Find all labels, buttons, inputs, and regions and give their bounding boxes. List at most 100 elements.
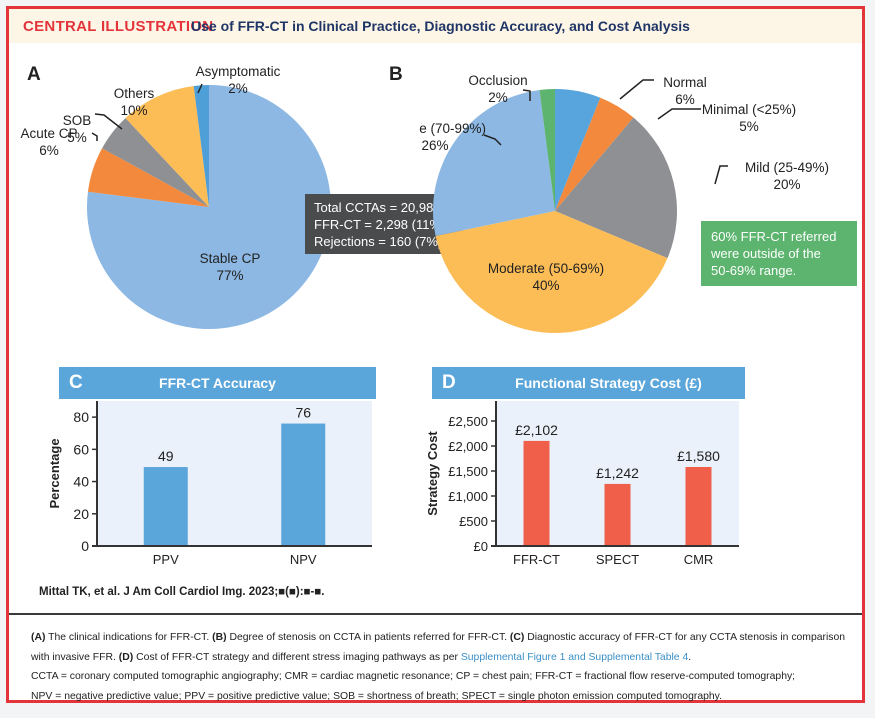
- bar-chart-accuracy: 49 PPV 76 NPV 0 20 40 60 80 Percentage: [47, 401, 372, 567]
- pie-slice-normal: [555, 89, 601, 211]
- slice-value-sob: 5%: [67, 130, 87, 145]
- citation: Mittal TK, et al. J Am Coll Cardiol Img.…: [39, 586, 325, 598]
- y-tick-label: £1,000: [448, 489, 488, 504]
- pie-slice-stable-cp: [87, 85, 331, 330]
- y-tick-label: 20: [73, 506, 89, 522]
- bar-ppv: [143, 467, 188, 546]
- divider: [9, 613, 862, 615]
- pie-slice-severe-70-99: [433, 89, 555, 236]
- panel-c-title: FFR-CT Accuracy: [159, 375, 276, 391]
- note-line: were outside of the: [711, 246, 821, 261]
- slice-value-minimal-25: 5%: [739, 119, 759, 134]
- panel-d-header: D Functional Strategy Cost (£): [432, 367, 745, 399]
- legend-text-d: Cost of FFR-CT strategy and different st…: [133, 651, 461, 663]
- panel-d-title: Functional Strategy Cost (£): [515, 375, 702, 391]
- slice-label-sob: SOB: [63, 113, 92, 128]
- pie-chart-stenosis: Normal 6% Minimal (<25%) 5% Mild (25-49%) 20%…: [419, 73, 829, 333]
- slice-label-minimal-25: Minimal (<25%): [702, 102, 796, 117]
- leader-line-minimal-25: [657, 108, 701, 120]
- figure-legend: (A) The clinical indications for FFR-CT.…: [31, 628, 851, 706]
- slice-label-normal: Normal: [663, 75, 707, 90]
- leader-line-mild-25-49: [714, 165, 728, 185]
- pie-slice-asymptomatic: [193, 85, 209, 207]
- leader-line-acute-cp: [91, 132, 98, 141]
- slice-value-moderate-50-69: 40%: [532, 278, 559, 293]
- slice-label-occlusion: Occlusion: [468, 73, 527, 88]
- bar-npv: [281, 423, 326, 546]
- legend-tag-b: (B): [212, 632, 227, 643]
- pie-slice-occlusion: [539, 89, 555, 211]
- note-line: 50-69% range.: [711, 263, 797, 278]
- x-tick-label: SPECT: [596, 552, 639, 567]
- legend-text-c: Diagnostic accuracy of FFR-CT for any CC…: [31, 632, 846, 663]
- panel-c-letter: C: [69, 372, 83, 393]
- y-tick-label: 80: [73, 409, 89, 425]
- slice-value-asymptomatic: 2%: [228, 81, 248, 96]
- summary-line: Rejections = 160 (7%): [314, 234, 443, 249]
- slice-value-others: 10%: [120, 103, 147, 118]
- legend-text-a: The clinical indications for FFR-CT.: [45, 632, 213, 643]
- slice-value-mild-25-49: 20%: [773, 177, 800, 192]
- slice-value-acute-cp: 6%: [39, 143, 59, 158]
- slice-value-severe-70-99: 26%: [421, 138, 448, 153]
- x-tick-label: FFR-CT: [513, 552, 560, 567]
- bar-value-label: £1,242: [596, 465, 639, 481]
- slice-label-stable-cp: Stable CP: [200, 251, 261, 266]
- slice-label-moderate-50-69: Moderate (50-69%): [488, 261, 604, 276]
- slice-value-occlusion: 2%: [488, 90, 508, 105]
- y-tick-label: £2,500: [448, 414, 488, 429]
- leader-line-asymptomatic: [197, 83, 203, 94]
- pie-slice-others: [125, 85, 209, 207]
- central-illustration-frame: CENTRAL ILLUSTRATION Use of FFR-CT in Cl…: [6, 6, 865, 703]
- stenosis-note-box: 60% FFR-CT referred were outside of the …: [701, 221, 857, 286]
- supplemental-link[interactable]: Supplemental Figure 1 and Supplemental T…: [460, 651, 689, 663]
- legend-tag-c: (C): [509, 632, 525, 643]
- y-tick-label: 60: [73, 441, 89, 457]
- legend-tag-d: (D): [118, 651, 134, 663]
- slice-label-asymptomatic: Asymptomatic: [196, 64, 281, 79]
- leader-line-sob: [94, 113, 123, 130]
- x-tick-label: PPV: [153, 552, 179, 567]
- legend-period: .: [688, 651, 692, 663]
- panel-c-header: C FFR-CT Accuracy: [59, 367, 376, 399]
- y-axis-label: Strategy Cost: [425, 431, 440, 516]
- y-tick-label: 40: [73, 474, 89, 490]
- bar-chart-cost: £2,102 FFR-CT £1,242 SPECT £1,580 CMR £0 £500 £1…: [425, 401, 739, 567]
- y-axis-label: Percentage: [47, 438, 62, 508]
- bar-value-label: 49: [158, 448, 174, 464]
- summary-line: FFR-CT = 2,298 (11%): [314, 217, 446, 232]
- bar-cmr: [685, 467, 712, 546]
- slice-label-others: Others: [114, 86, 155, 101]
- bar-spect: [604, 483, 631, 546]
- panel-a-letter: A: [27, 64, 41, 85]
- y-tick-label: £500: [459, 514, 488, 529]
- y-tick-label: £1,500: [448, 464, 488, 479]
- abbreviations-line-1: CCTA = coronary computed tomographic ang…: [31, 671, 796, 682]
- bar-value-label: £1,580: [677, 448, 720, 464]
- legend-tag-a: (A): [31, 632, 46, 643]
- leader-line-occlusion: [522, 89, 531, 101]
- leader-line-severe-70-99: [483, 134, 502, 146]
- y-tick-label: £2,000: [448, 439, 488, 454]
- slice-value-stable-cp: 77%: [216, 268, 243, 283]
- leader-line-normal: [619, 79, 654, 100]
- plot-area: [97, 401, 372, 546]
- panel-d-letter: D: [442, 372, 456, 393]
- pie-slice-minimal-25: [555, 97, 634, 211]
- note-line: 60% FFR-CT referred: [711, 229, 837, 244]
- pie-chart-indications: Stable CP 77% Acute CP 6% SOB 5% Others 10% Asym…: [20, 64, 331, 330]
- illustration-title: Use of FFR-CT in Clinical Practice, Diag…: [191, 18, 690, 34]
- summary-line: Total CCTAs = 20,986: [314, 200, 441, 215]
- bar-ffr-ct: [523, 440, 550, 546]
- x-tick-label: CMR: [684, 552, 714, 567]
- slice-label-mild-25-49: Mild (25-49%): [745, 160, 829, 175]
- y-tick-label: £0: [474, 539, 488, 554]
- y-tick-label: 0: [81, 538, 89, 554]
- legend-text-b: Degree of stenosis on CCTA in patients r…: [226, 632, 510, 643]
- pie-slice-moderate-50-69: [435, 211, 668, 333]
- pie-slice-sob: [102, 118, 209, 207]
- x-tick-label: NPV: [290, 552, 317, 567]
- pie-slice-mild-25-49: [555, 117, 677, 259]
- slice-value-normal: 6%: [675, 92, 695, 107]
- header-bar: CENTRAL ILLUSTRATION Use of FFR-CT in Cl…: [9, 9, 862, 43]
